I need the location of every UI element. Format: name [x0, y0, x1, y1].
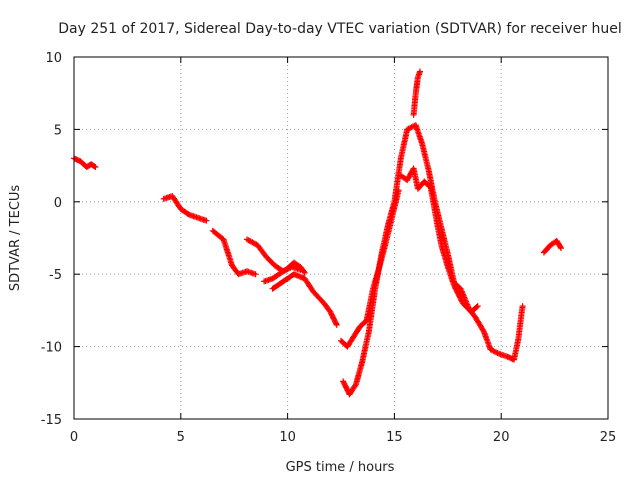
x-tick-label: 0	[70, 430, 78, 445]
x-tick-label: 15	[386, 430, 403, 445]
x-tick-label: 20	[493, 430, 510, 445]
x-tick-label: 5	[177, 430, 185, 445]
y-axis-label: SDTVAR / TECUs	[8, 185, 23, 292]
data-trace-segment	[540, 237, 564, 256]
axis-ticks: 0 5 10 15 20 25 -15 -10 -5 0 5 10	[41, 51, 617, 445]
plot-area-border	[73, 56, 609, 420]
data-trace-segment	[340, 122, 526, 398]
y-tick-label: 5	[54, 123, 62, 138]
data-trace-segment	[209, 227, 259, 278]
data-trace-segment	[397, 165, 481, 315]
data-trace-segment	[160, 193, 210, 224]
y-tick-label: 10	[45, 51, 62, 66]
y-tick-label: 0	[54, 196, 62, 211]
data-trace-segment	[410, 68, 423, 118]
data-trace-segment	[261, 259, 308, 285]
data-trace-segment	[269, 271, 340, 328]
y-tick-label: -15	[41, 413, 62, 428]
x-tick-label: 25	[600, 430, 617, 445]
data-series-sdtvar	[71, 68, 564, 398]
x-axis-label: GPS time / hours	[286, 460, 395, 475]
y-tick-label: -10	[41, 341, 62, 356]
x-tick-label: 10	[279, 430, 296, 445]
chart-title: Day 251 of 2017, Sidereal Day-to-day VTE…	[58, 21, 621, 37]
y-tick-label: -5	[49, 268, 62, 283]
